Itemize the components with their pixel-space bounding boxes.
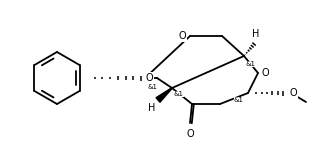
- Text: H: H: [252, 29, 260, 39]
- Text: &1: &1: [245, 61, 255, 67]
- Text: O: O: [186, 129, 194, 139]
- Text: &1: &1: [174, 91, 184, 97]
- Text: &1: &1: [148, 84, 158, 90]
- Text: O: O: [262, 68, 270, 78]
- Text: O: O: [289, 88, 297, 98]
- Text: &1: &1: [234, 97, 244, 103]
- Polygon shape: [156, 88, 172, 102]
- Text: O: O: [145, 73, 153, 83]
- Text: O: O: [178, 31, 186, 41]
- Text: H: H: [148, 103, 155, 113]
